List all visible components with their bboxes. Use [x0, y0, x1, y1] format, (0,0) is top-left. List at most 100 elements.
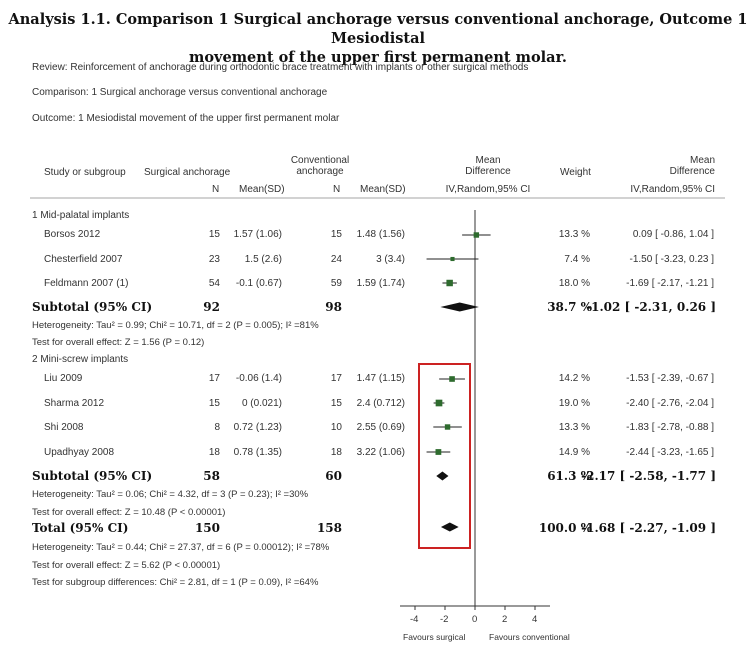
subtotal-label: Subtotal (95% CI) — [32, 469, 153, 483]
point-estimate — [450, 256, 455, 262]
overall-effect-note: Test for overall effect: Z = 10.48 (P < … — [32, 507, 226, 518]
subtotal-weight: 61.3 % — [547, 469, 592, 483]
study-name: Liu 2009 — [44, 373, 83, 384]
header-n-conventional: N — [333, 184, 341, 195]
study-meansd1: 0.72 (1.23) — [233, 422, 282, 433]
study-meansd1: 1.5 (2.6) — [244, 254, 282, 265]
study-meansd1: -0.06 (1.4) — [235, 373, 282, 384]
outcome-line: Outcome: 1 Mesiodistal movement of the u… — [32, 113, 340, 124]
subtotal-ci: -1.02 [ -2.31, 0.26 ] — [586, 300, 716, 314]
point-estimate — [446, 279, 453, 287]
header-weight: Weight — [560, 167, 591, 178]
header-meansd-conventional: Mean(SD) — [360, 184, 406, 195]
overall-effect-note: Test for overall effect: Z = 1.56 (P = 0… — [32, 337, 205, 348]
study-meansd2: 3.22 (1.06) — [356, 447, 405, 458]
study-n2: 24 — [330, 254, 342, 265]
study-weight: 18.0 % — [558, 278, 590, 289]
subtotal-n2: 98 — [325, 300, 342, 314]
group-1-label: 1 Mid-palatal implants — [32, 210, 130, 221]
study-meansd1: 1.57 (1.06) — [233, 229, 282, 240]
total-heterogeneity-note: Heterogeneity: Tau² = 0.44; Chi² = 27.37… — [32, 542, 330, 553]
point-estimate — [435, 449, 442, 455]
study-meansd1: -0.1 (0.67) — [235, 278, 282, 289]
subtotal-ci: -2.17 [ -2.58, -1.77 ] — [581, 469, 716, 483]
subtotal-n2: 60 — [325, 469, 342, 483]
study-meansd1: 0 (0.021) — [241, 398, 282, 409]
study-name: Feldmann 2007 (1) — [44, 278, 129, 289]
title-line-2: movement of the upper first permanent mo… — [189, 49, 567, 66]
study-weight: 14.2 % — [558, 373, 590, 384]
study-n2: 18 — [330, 447, 342, 458]
review-line: Review: Reinforcement of anchorage durin… — [32, 62, 529, 73]
header-md-3: IV,Random,95% CI — [445, 184, 531, 195]
study-n2: 15 — [330, 398, 342, 409]
study-meansd2: 3 (3.4) — [376, 254, 405, 265]
x-tick: 0 — [472, 614, 478, 625]
study-ci: 0.09 [ -0.86, 1.04 ] — [632, 229, 714, 240]
study-name: Shi 2008 — [44, 422, 84, 433]
study-ci: -1.53 [ -2.39, -0.67 ] — [626, 373, 714, 384]
header-n-surgical: N — [212, 184, 220, 195]
study-weight: 7.4 % — [564, 254, 590, 265]
subgroup-differences-note: Test for subgroup differences: Chi² = 2.… — [32, 577, 319, 588]
study-name: Sharma 2012 — [44, 398, 105, 409]
header-conventional-2: anchorage — [296, 166, 344, 177]
study-weight: 13.3 % — [558, 422, 590, 433]
point-estimate — [435, 399, 443, 407]
header-md2-1: Mean — [689, 155, 715, 166]
study-n1: 54 — [208, 278, 220, 289]
study-weight: 19.0 % — [558, 398, 590, 409]
total-overall-effect-note: Test for overall effect: Z = 5.62 (P < 0… — [32, 560, 221, 571]
header-study: Study or subgroup — [44, 167, 126, 178]
study-meansd2: 1.48 (1.56) — [356, 229, 405, 240]
total-n2: 158 — [316, 521, 342, 535]
x-tick: -2 — [440, 614, 449, 625]
study-n1: 8 — [214, 422, 220, 433]
point-estimate — [473, 232, 480, 238]
study-weight: 13.3 % — [558, 229, 590, 240]
favours-left-label: Favours surgical — [403, 632, 466, 642]
comparison-line: Comparison: 1 Surgical anchorage versus … — [32, 87, 328, 98]
header-md-2: Difference — [465, 166, 511, 177]
study-n1: 17 — [208, 373, 220, 384]
group-2-label: 2 Mini-screw implants — [32, 354, 129, 365]
heterogeneity-note: Heterogeneity: Tau² = 0.99; Chi² = 10.71… — [32, 320, 319, 331]
study-meansd2: 1.47 (1.15) — [356, 373, 405, 384]
total-diamond — [440, 522, 459, 532]
subtotal-weight: 38.7 % — [547, 300, 592, 314]
study-weight: 14.9 % — [558, 447, 590, 458]
total-label: Total (95% CI) — [32, 521, 129, 535]
study-n1: 15 — [208, 398, 220, 409]
header-md2-3: IV,Random,95% CI — [630, 184, 715, 195]
subtotal-n1: 58 — [203, 469, 220, 483]
study-meansd2: 2.4 (0.712) — [356, 398, 405, 409]
total-ci: -1.68 [ -2.27, -1.09 ] — [581, 521, 716, 535]
subtotal-label: Subtotal (95% CI) — [32, 300, 153, 314]
header-conventional-1: Conventional — [290, 155, 350, 166]
study-n2: 17 — [330, 373, 342, 384]
study-meansd2: 1.59 (1.74) — [356, 278, 405, 289]
study-n1: 23 — [208, 254, 220, 265]
subtotal-diamond — [436, 471, 449, 481]
study-n1: 15 — [208, 229, 220, 240]
heterogeneity-note: Heterogeneity: Tau² = 0.06; Chi² = 4.32,… — [32, 489, 309, 500]
study-ci: -2.40 [ -2.76, -2.04 ] — [626, 398, 714, 409]
total-weight: 100.0 % — [538, 521, 592, 535]
x-tick: -4 — [410, 614, 419, 625]
study-meansd2: 2.55 (0.69) — [356, 422, 405, 433]
study-ci: -1.83 [ -2.78, -0.88 ] — [626, 422, 714, 433]
x-tick: 4 — [532, 614, 538, 625]
figure-title: Analysis 1.1. Comparison 1 Surgical anch… — [0, 10, 756, 67]
title-line-1: Analysis 1.1. Comparison 1 Surgical anch… — [8, 11, 748, 47]
study-n1: 18 — [208, 447, 220, 458]
study-n2: 10 — [330, 422, 342, 433]
study-name: Chesterfield 2007 — [44, 254, 123, 265]
study-n2: 59 — [330, 278, 342, 289]
point-estimate — [444, 424, 451, 430]
header-surgical: Surgical anchorage — [144, 167, 231, 178]
x-tick: 2 — [502, 614, 508, 625]
highlight-box — [418, 363, 471, 549]
study-name: Borsos 2012 — [44, 229, 101, 240]
total-n1: 150 — [194, 521, 220, 535]
